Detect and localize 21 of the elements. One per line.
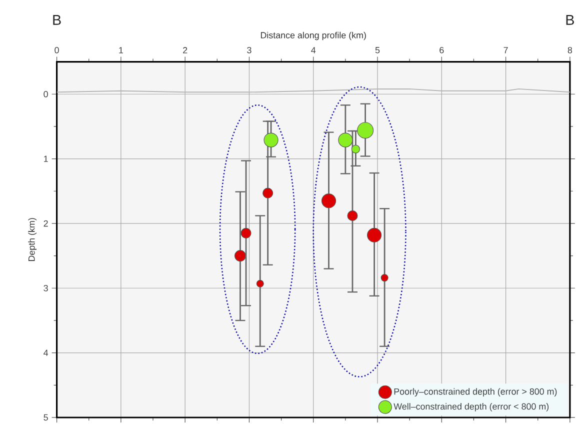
y-tick-label: 4 <box>44 350 48 356</box>
y-tick-label: 0 <box>44 90 48 98</box>
y-tick-label: 2 <box>44 220 48 227</box>
y-axis-title: Depth (km) <box>28 218 37 262</box>
x-tick-label: 4 <box>311 47 316 54</box>
text: B <box>566 15 574 25</box>
x-tick-label: 7 <box>504 47 508 54</box>
text: B <box>53 15 61 25</box>
x-tick-label: 6 <box>440 47 444 54</box>
y-tick-label: 3 <box>44 285 48 292</box>
x-tick-label: 2 <box>183 47 188 54</box>
x-tick-label: 3 <box>247 47 252 54</box>
y-tick-label: 5 <box>44 414 48 421</box>
y-tick-label: 1 <box>44 156 48 162</box>
x-tick-label: 5 <box>375 47 380 54</box>
x-tick-label: 1 <box>119 47 123 54</box>
x-tick-label: 8 <box>568 47 572 54</box>
x-tick-label: 0 <box>54 47 59 54</box>
legend-label: Poorly–constrained depth (error > 800 m) <box>394 388 557 396</box>
x-axis-title: Distance along profile (km) <box>260 32 366 40</box>
legend-label: Well–constrained depth (error < 800 m) <box>394 403 549 412</box>
